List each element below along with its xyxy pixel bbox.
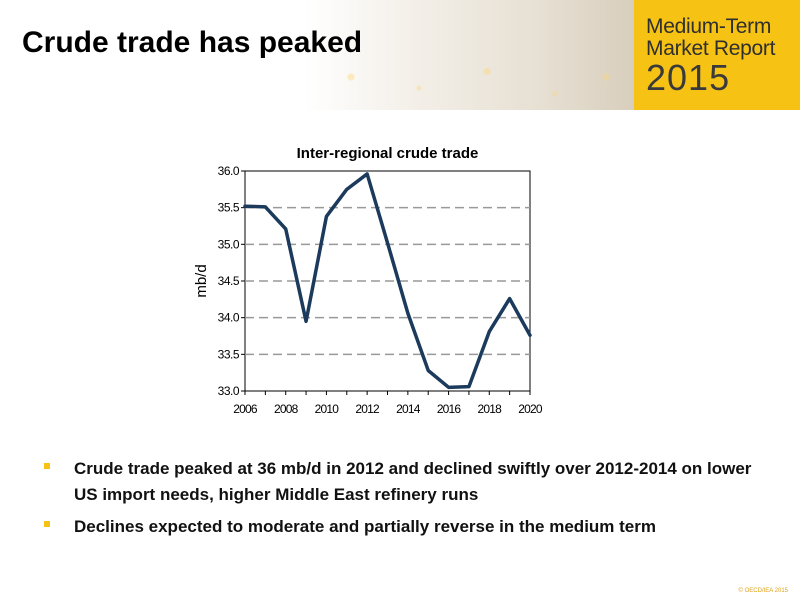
bullet-item: Crude trade peaked at 36 mb/d in 2012 an… [40,456,760,508]
bullet-item: Declines expected to moderate and partia… [40,514,760,540]
bullet-text: Declines expected to moderate and partia… [74,517,656,536]
chart-title: Inter-regional crude trade [297,145,479,162]
logo-line-1: Medium-Term [646,15,772,38]
y-tick-label: 34.0 [218,311,240,325]
x-tick-label: 2006 [233,402,258,416]
y-tick-label: 35.5 [218,201,240,215]
x-tick-label: 2014 [396,402,421,416]
logo-line-2: Market Report [646,37,776,60]
x-tick-label: 2020 [518,402,543,416]
bullet-list: Crude trade peaked at 36 mb/d in 2012 an… [40,456,760,546]
x-tick-label: 2010 [315,402,340,416]
bullet-text: Crude trade peaked at 36 mb/d in 2012 an… [74,459,752,504]
x-tick-label: 2012 [355,402,380,416]
copyright-notice: © OECD/IEA 2015 [738,588,788,594]
y-tick-label: 34.5 [218,274,240,288]
x-tick-label: 2018 [478,402,503,416]
y-axis-label: mb/d [193,264,210,297]
x-tick-label: 2016 [437,402,462,416]
crude-trade-chart: Inter-regional crude trade 33.0 33.5 34.0 34… [193,145,544,416]
x-tick-label: 2008 [274,402,299,416]
page-title: Crude trade has peaked [22,26,363,59]
y-tick-label: 33.0 [218,384,240,398]
report-logo: Medium-Term Market Report 2015 [634,0,800,110]
bullet-square-icon [44,521,50,527]
logo-year: 2015 [646,57,731,98]
y-tick-label: 36.0 [218,164,240,178]
bullet-square-icon [44,463,50,469]
crude-trade-series-line [243,172,532,390]
y-tick-label: 33.5 [218,347,240,361]
y-tick-label: 35.0 [218,237,240,251]
